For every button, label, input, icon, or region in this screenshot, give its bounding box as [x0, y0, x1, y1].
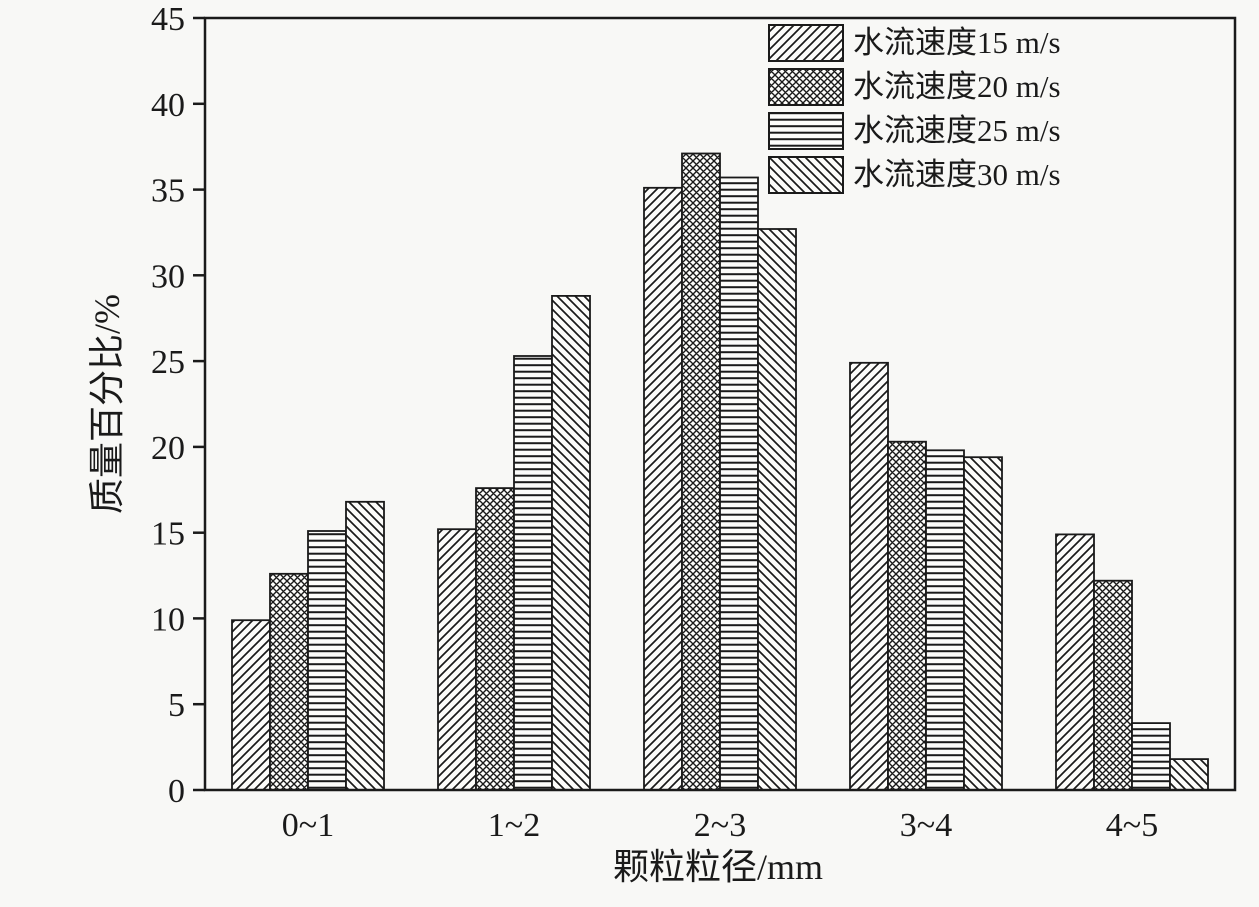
- y-tick-label: 10: [151, 601, 185, 638]
- bar-series3-cat2: [757, 228, 797, 791]
- legend-item: 水流速度25 m/s: [768, 112, 1061, 150]
- bar-series3-cat0: [345, 500, 385, 791]
- legend-label: 水流速度15 m/s: [853, 25, 1061, 60]
- bar-series1-cat4: [1093, 579, 1133, 791]
- bar-series0-cat2: [643, 186, 683, 791]
- bar-series1-cat1: [475, 487, 515, 791]
- legend-swatch-icon: [768, 112, 844, 150]
- y-tick-label: 35: [151, 173, 185, 210]
- y-tick-label: 20: [151, 430, 185, 467]
- bar-series2-cat2: [719, 176, 759, 791]
- bar-series2-cat1: [513, 355, 553, 791]
- y-tick-label: 30: [151, 258, 185, 295]
- legend-label: 水流速度30 m/s: [853, 157, 1061, 192]
- y-tick-label: 25: [151, 344, 185, 381]
- bar-series1-cat0: [269, 572, 309, 791]
- bar-series3-cat1: [551, 294, 591, 791]
- legend-item: 水流速度15 m/s: [768, 24, 1061, 62]
- chart-legend: 水流速度15 m/s 水流速度20 m/s 水流速度25 m/s 水流速度30 m/s: [768, 24, 1061, 194]
- bar-series3-cat4: [1169, 758, 1209, 791]
- x-tick-label: 4~5: [1106, 807, 1158, 844]
- x-tick-label: 3~4: [900, 807, 952, 844]
- y-tick-label: 45: [151, 1, 185, 38]
- bar-series1-cat3: [887, 440, 927, 791]
- plot-frame: [203, 16, 1237, 792]
- bar-series0-cat3: [849, 361, 889, 791]
- legend-swatch-icon: [768, 24, 844, 62]
- bar-series0-cat1: [437, 528, 477, 791]
- x-tick-label: 2~3: [694, 807, 746, 844]
- x-tick-label: 0~1: [282, 807, 334, 844]
- bar-series2-cat3: [925, 449, 965, 791]
- y-axis-label: 质量百分比/%: [87, 294, 127, 514]
- legend-item: 水流速度20 m/s: [768, 68, 1061, 106]
- legend-label: 水流速度20 m/s: [853, 69, 1061, 104]
- legend-swatch-icon: [768, 68, 844, 106]
- y-tick-label: 40: [151, 87, 185, 124]
- x-tick-label: 1~2: [488, 807, 540, 844]
- bar-series0-cat0: [231, 619, 271, 791]
- bar-series1-cat2: [681, 152, 721, 791]
- y-tick-label: 0: [168, 773, 185, 810]
- legend-swatch-icon: [768, 156, 844, 194]
- bar-series2-cat0: [307, 530, 347, 791]
- bar-series3-cat3: [963, 456, 1003, 791]
- bar-series2-cat4: [1131, 722, 1171, 791]
- legend-label: 水流速度25 m/s: [853, 113, 1061, 148]
- x-axis-label: 颗粒粒径/mm: [612, 847, 824, 887]
- y-tick-label: 5: [168, 687, 185, 724]
- legend-item: 水流速度30 m/s: [768, 156, 1061, 194]
- bar-series0-cat4: [1055, 533, 1095, 791]
- y-tick-label: 15: [151, 516, 185, 553]
